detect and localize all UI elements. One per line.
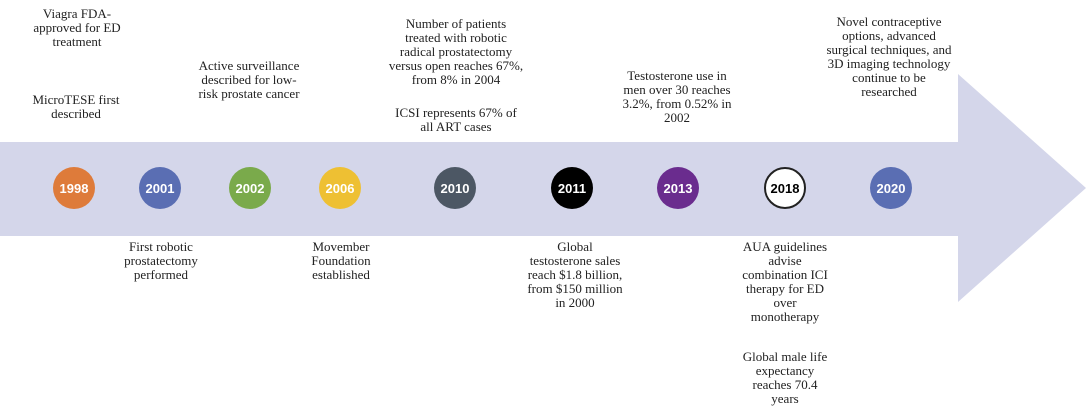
year-node-2020: 2020 <box>870 167 912 209</box>
year-node-2011: 2011 <box>551 167 593 209</box>
year-node-2001: 2001 <box>139 167 181 209</box>
year-node-2018: 2018 <box>764 167 806 209</box>
note-2001-robotic-prostatectomy: First robotic prostatectomy performed <box>124 239 198 282</box>
note-2013-testosterone-use: Testosterone use in men over 30 reaches … <box>622 68 732 125</box>
note-2010-icsi: ICSI represents 67% of all ART cases <box>395 105 517 134</box>
note-2010-robotic: Number of patients treated with robotic … <box>388 16 524 87</box>
note-1998-viagra: Viagra FDA-approved for ED treatment <box>33 6 121 49</box>
note-2018-aua-guidelines: AUA guidelines advise combination ICI th… <box>742 239 828 324</box>
year-node-2006: 2006 <box>319 167 361 209</box>
year-node-2002: 2002 <box>229 167 271 209</box>
year-node-2013: 2013 <box>657 167 699 209</box>
note-2020-research: Novel contraceptive options, advanced su… <box>826 14 952 99</box>
note-2018-life-expectancy: Global male life expectancy reaches 70.4… <box>742 349 828 406</box>
note-1998-microtese: MicroTESE first described <box>32 92 120 121</box>
year-node-2010: 2010 <box>434 167 476 209</box>
note-2002-active-surveillance: Active surveillance described for low-ri… <box>198 58 300 101</box>
year-node-1998: 1998 <box>53 167 95 209</box>
note-2011-testosterone-sales: Global testosterone sales reach $1.8 bil… <box>527 239 623 310</box>
note-2006-movember: Movember Foundation established <box>311 239 371 282</box>
